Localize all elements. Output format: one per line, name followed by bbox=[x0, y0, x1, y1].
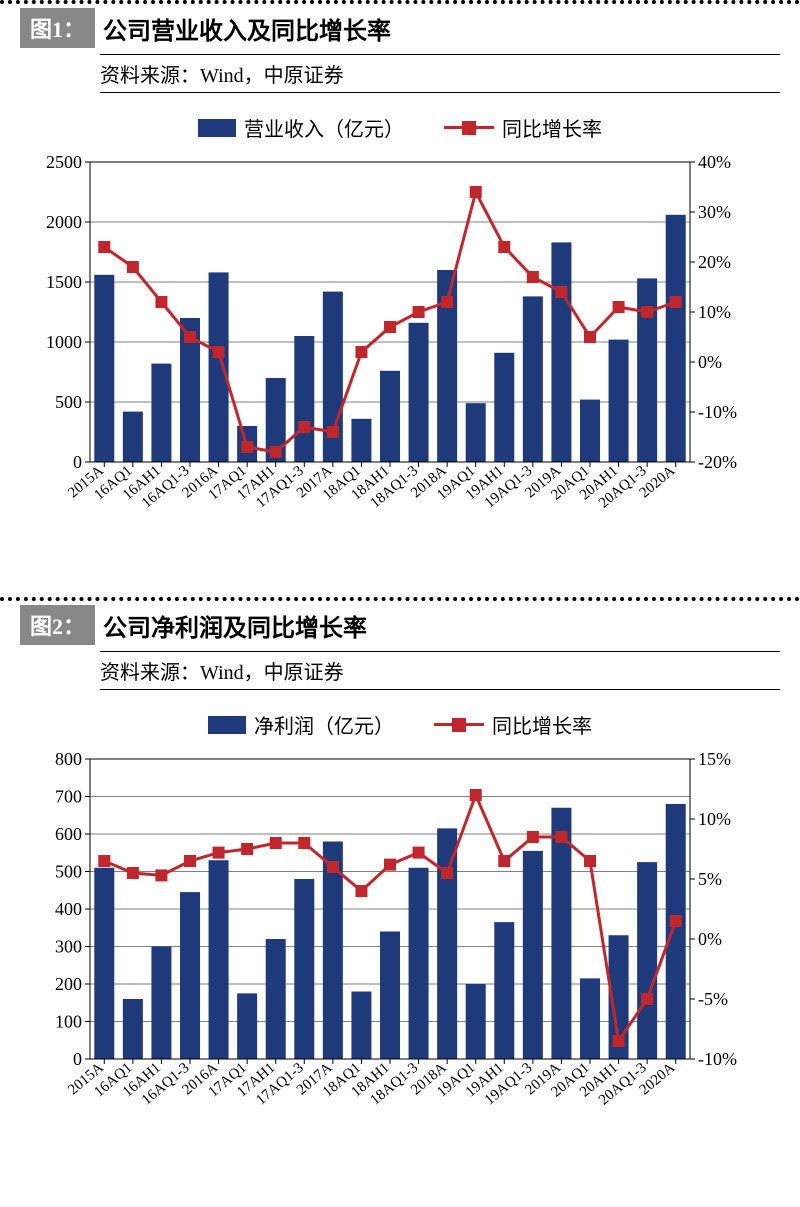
figure-header: 图2： 公司净利润及同比增长率 bbox=[0, 605, 800, 645]
svg-text:1500: 1500 bbox=[46, 272, 82, 292]
figure-title: 公司营业收入及同比增长率 bbox=[103, 11, 391, 46]
svg-text:10%: 10% bbox=[698, 302, 731, 322]
figure-block: 图2： 公司净利润及同比增长率 资料来源：Wind，中原证券 净利润（亿元） 同… bbox=[0, 597, 800, 1164]
bar-swatch bbox=[198, 119, 236, 137]
svg-text:700: 700 bbox=[55, 787, 82, 807]
chart-svg: 0 500 1000 1500 2000 2500 -20% -10% 0% 10% 20% 30% 4… bbox=[30, 152, 750, 552]
legend-bar: 净利润（亿元） bbox=[208, 710, 394, 739]
svg-text:600: 600 bbox=[55, 824, 82, 844]
svg-text:20%: 20% bbox=[698, 252, 731, 272]
svg-text:1000: 1000 bbox=[46, 332, 82, 352]
line-swatch bbox=[434, 716, 484, 734]
svg-text:2500: 2500 bbox=[46, 152, 82, 172]
chart-container: 净利润（亿元） 同比增长率 0 100 200 300 400 500 600 700 800 -… bbox=[0, 690, 800, 1164]
svg-text:15%: 15% bbox=[698, 749, 731, 769]
figure-header: 图1： 公司营业收入及同比增长率 bbox=[0, 8, 800, 48]
legend-bar: 营业收入（亿元） bbox=[198, 113, 404, 142]
svg-text:0%: 0% bbox=[698, 929, 722, 949]
chart-legend: 净利润（亿元） 同比增长率 bbox=[30, 710, 770, 739]
svg-text:0: 0 bbox=[73, 1049, 82, 1069]
legend-bar-label: 营业收入（亿元） bbox=[244, 113, 404, 142]
svg-text:5%: 5% bbox=[698, 869, 722, 889]
chart-svg: 0 100 200 300 400 500 600 700 800 -10% -5% 0% 5% 10% 1… bbox=[30, 749, 750, 1149]
legend-line-label: 同比增长率 bbox=[492, 710, 592, 739]
legend-line: 同比增长率 bbox=[444, 113, 602, 142]
figure-source: 资料来源：Wind，中原证券 bbox=[100, 54, 780, 93]
top-border bbox=[0, 0, 800, 4]
figure-label: 图1： bbox=[20, 8, 95, 48]
svg-text:-5%: -5% bbox=[698, 989, 728, 1009]
figure-block: 图1： 公司营业收入及同比增长率 资料来源：Wind，中原证券 营业收入（亿元）… bbox=[0, 0, 800, 567]
svg-text:-20%: -20% bbox=[698, 452, 737, 472]
line-swatch bbox=[444, 119, 494, 137]
legend-line-label: 同比增长率 bbox=[502, 113, 602, 142]
svg-text:0%: 0% bbox=[698, 352, 722, 372]
svg-text:30%: 30% bbox=[698, 202, 731, 222]
top-border bbox=[0, 597, 800, 601]
figure-title: 公司净利润及同比增长率 bbox=[103, 608, 367, 643]
svg-text:10%: 10% bbox=[698, 809, 731, 829]
chart-container: 营业收入（亿元） 同比增长率 0 500 1000 1500 2000 2500 -20% -… bbox=[0, 93, 800, 567]
legend-bar-label: 净利润（亿元） bbox=[254, 710, 394, 739]
chart-legend: 营业收入（亿元） 同比增长率 bbox=[30, 113, 770, 142]
svg-text:40%: 40% bbox=[698, 152, 731, 172]
svg-text:200: 200 bbox=[55, 974, 82, 994]
svg-text:300: 300 bbox=[55, 937, 82, 957]
svg-text:500: 500 bbox=[55, 862, 82, 882]
svg-text:500: 500 bbox=[55, 392, 82, 412]
svg-text:100: 100 bbox=[55, 1012, 82, 1032]
svg-text:0: 0 bbox=[73, 452, 82, 472]
figure-label: 图2： bbox=[20, 605, 95, 645]
bar-swatch bbox=[208, 716, 246, 734]
svg-text:400: 400 bbox=[55, 899, 82, 919]
svg-text:-10%: -10% bbox=[698, 1049, 737, 1069]
legend-line: 同比增长率 bbox=[434, 710, 592, 739]
figure-source: 资料来源：Wind，中原证券 bbox=[100, 651, 780, 690]
svg-text:-10%: -10% bbox=[698, 402, 737, 422]
svg-text:2000: 2000 bbox=[46, 212, 82, 232]
svg-text:800: 800 bbox=[55, 749, 82, 769]
